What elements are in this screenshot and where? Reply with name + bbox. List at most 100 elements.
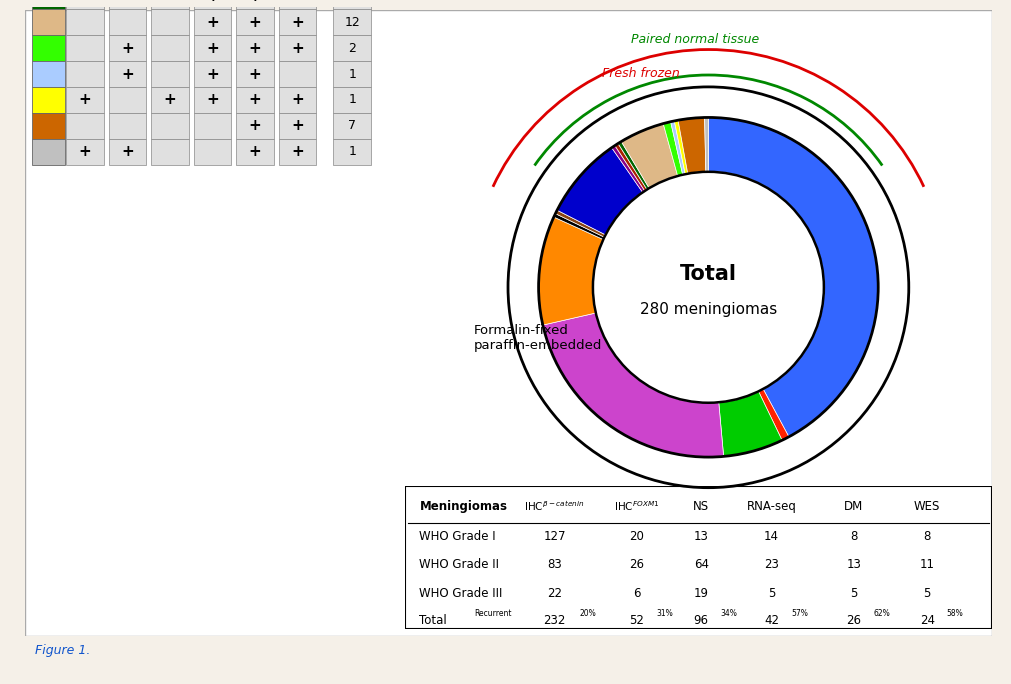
Text: 34%: 34% [720, 609, 737, 618]
Bar [66, 61, 103, 87]
Bar [333, 61, 370, 87]
Bar [108, 139, 146, 165]
Bar [194, 36, 231, 61]
Text: 280 meningiomas: 280 meningiomas [639, 302, 776, 317]
Bar [108, 113, 146, 139]
Wedge shape [555, 210, 605, 237]
Text: +: + [206, 92, 218, 107]
Circle shape [508, 87, 908, 488]
Text: IHC$^{FOXM1}$: IHC$^{FOXM1}$ [614, 500, 658, 514]
Text: Figure 1.: Figure 1. [35, 644, 91, 657]
Bar [333, 87, 370, 113]
Text: +: + [206, 40, 218, 55]
Text: 64: 64 [693, 558, 708, 571]
Text: +: + [249, 0, 261, 4]
Text: 1: 1 [348, 94, 356, 107]
Wedge shape [611, 146, 644, 192]
Bar [333, 10, 370, 36]
Text: +: + [249, 15, 261, 30]
Text: 7: 7 [348, 119, 356, 133]
Text: +: + [249, 40, 261, 55]
Text: +: + [121, 66, 133, 81]
Text: 14: 14 [763, 530, 778, 543]
Bar [66, 87, 103, 113]
Bar [32, 61, 65, 87]
Bar [237, 87, 274, 113]
Wedge shape [673, 120, 687, 174]
Bar [279, 87, 316, 113]
Bar [66, 113, 103, 139]
Text: 11: 11 [919, 558, 934, 571]
Text: Formalin-fixed
paraffin-embedded: Formalin-fixed paraffin-embedded [473, 324, 602, 352]
Bar [279, 10, 316, 36]
Text: WHO Grade II: WHO Grade II [419, 558, 499, 571]
Text: 62%: 62% [872, 609, 889, 618]
Text: 24: 24 [919, 614, 934, 627]
Bar [279, 36, 316, 61]
Bar [194, 61, 231, 87]
Bar [108, 61, 146, 87]
Wedge shape [708, 118, 878, 437]
Wedge shape [662, 122, 682, 176]
Wedge shape [758, 389, 789, 440]
Bar [279, 0, 316, 10]
Wedge shape [555, 210, 605, 237]
Bar [194, 0, 231, 10]
Text: +: + [291, 92, 303, 107]
Text: 19: 19 [693, 587, 708, 600]
Wedge shape [553, 213, 604, 239]
Text: +: + [206, 66, 218, 81]
Text: WES: WES [913, 500, 939, 513]
Text: 22: 22 [546, 587, 561, 600]
Wedge shape [538, 217, 603, 325]
Text: 20: 20 [629, 530, 643, 543]
Bar [194, 10, 231, 36]
Bar [237, 61, 274, 87]
Wedge shape [677, 118, 705, 174]
Bar [333, 0, 370, 10]
Bar [32, 87, 65, 113]
Bar [32, 36, 65, 61]
Text: 1: 1 [348, 0, 356, 3]
Text: Fresh frozen: Fresh frozen [601, 67, 678, 80]
Text: IHC$^{\beta-catenin}$: IHC$^{\beta-catenin}$ [524, 500, 584, 514]
Text: Recurrent: Recurrent [473, 609, 511, 618]
Text: DM: DM [843, 500, 862, 513]
Bar [151, 87, 188, 113]
Wedge shape [615, 144, 646, 191]
Text: 1: 1 [348, 145, 356, 158]
Text: +: + [249, 144, 261, 159]
Bar [333, 139, 370, 165]
Wedge shape [677, 118, 705, 174]
Wedge shape [618, 142, 648, 189]
Bar [108, 10, 146, 36]
Wedge shape [542, 313, 723, 457]
Text: 26: 26 [845, 614, 860, 627]
Text: 5: 5 [923, 587, 930, 600]
Bar [237, 139, 274, 165]
Bar [237, 0, 274, 10]
Text: 5: 5 [767, 587, 774, 600]
Text: +: + [79, 92, 91, 107]
Text: 12: 12 [344, 16, 360, 29]
Bar [151, 0, 188, 10]
Bar [108, 36, 146, 61]
Text: WHO Grade III: WHO Grade III [419, 587, 502, 600]
Text: 58%: 58% [945, 609, 962, 618]
Bar [333, 113, 370, 139]
Bar [108, 87, 146, 113]
Bar [237, 113, 274, 139]
Wedge shape [704, 118, 708, 172]
Wedge shape [718, 391, 782, 456]
Bar [333, 36, 370, 61]
Bar [237, 10, 274, 36]
Text: +: + [79, 144, 91, 159]
Text: 57%: 57% [791, 609, 807, 618]
Text: 127: 127 [543, 530, 565, 543]
Text: 1: 1 [348, 68, 356, 81]
Bar [151, 61, 188, 87]
Wedge shape [670, 121, 684, 174]
Circle shape [592, 172, 823, 403]
Text: 232: 232 [543, 614, 565, 627]
Text: 52: 52 [629, 614, 643, 627]
